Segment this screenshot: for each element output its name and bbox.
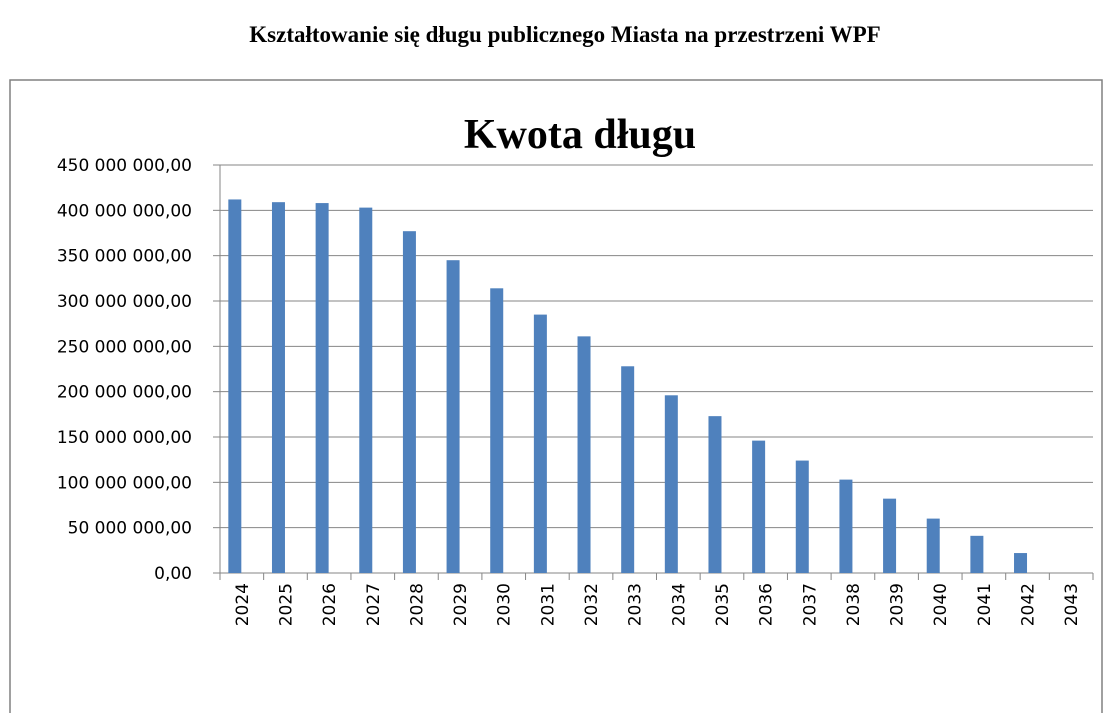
bar xyxy=(926,518,940,573)
x-tick-label: 2034 xyxy=(669,583,689,626)
x-tick-label: 2037 xyxy=(800,583,820,626)
bar xyxy=(446,260,460,573)
bar xyxy=(1014,553,1028,573)
x-tick-label: 2024 xyxy=(233,583,253,626)
bar xyxy=(752,440,766,573)
y-tick-label: 450 000 000,00 xyxy=(57,156,192,176)
bar xyxy=(970,535,984,573)
page-heading: Kształtowanie się długu publicznego Mias… xyxy=(249,22,880,47)
x-tick-label: 2025 xyxy=(276,583,296,626)
y-tick-label: 400 000 000,00 xyxy=(57,201,192,221)
x-tick-label: 2038 xyxy=(844,583,864,626)
bar xyxy=(795,460,809,573)
bar xyxy=(883,498,897,573)
bar xyxy=(271,202,285,573)
bar xyxy=(402,231,416,574)
x-tick-label: 2031 xyxy=(538,583,558,626)
x-tick-label: 2028 xyxy=(407,583,427,626)
x-tick-label: 2042 xyxy=(1019,583,1039,626)
bar xyxy=(490,288,504,573)
bar xyxy=(664,395,678,573)
x-tick-label: 2026 xyxy=(320,583,340,626)
bar xyxy=(533,314,547,573)
x-tick-label: 2039 xyxy=(888,583,908,626)
chart-frame xyxy=(9,79,1103,713)
x-tick-label: 2033 xyxy=(626,583,646,626)
bar xyxy=(359,207,373,573)
y-tick-label: 300 000 000,00 xyxy=(57,292,192,312)
x-tick-label: 2040 xyxy=(931,583,951,626)
x-tick-label: 2027 xyxy=(364,583,384,626)
bar xyxy=(708,416,722,573)
x-tick-label: 2036 xyxy=(757,583,777,626)
y-tick-label: 350 000 000,00 xyxy=(57,247,192,267)
y-tick-label: 150 000 000,00 xyxy=(57,428,192,448)
bar xyxy=(621,366,635,573)
bar xyxy=(839,479,853,573)
y-tick-label: 50 000 000,00 xyxy=(68,519,192,539)
x-tick-label: 2041 xyxy=(975,583,995,626)
bar xyxy=(577,336,591,573)
x-tick-label: 2043 xyxy=(1062,583,1082,626)
bar xyxy=(315,203,329,573)
x-tick-label: 2030 xyxy=(495,583,515,626)
y-tick-label: 250 000 000,00 xyxy=(57,337,192,357)
y-tick-label: 100 000 000,00 xyxy=(57,473,192,493)
y-tick-label: 0,00 xyxy=(154,564,192,584)
y-tick-label: 200 000 000,00 xyxy=(57,383,192,403)
x-tick-label: 2029 xyxy=(451,583,471,626)
x-tick-label: 2032 xyxy=(582,583,602,626)
chart-title: Kwota długu xyxy=(464,112,696,158)
bar xyxy=(228,199,242,573)
x-tick-label: 2035 xyxy=(713,583,733,626)
